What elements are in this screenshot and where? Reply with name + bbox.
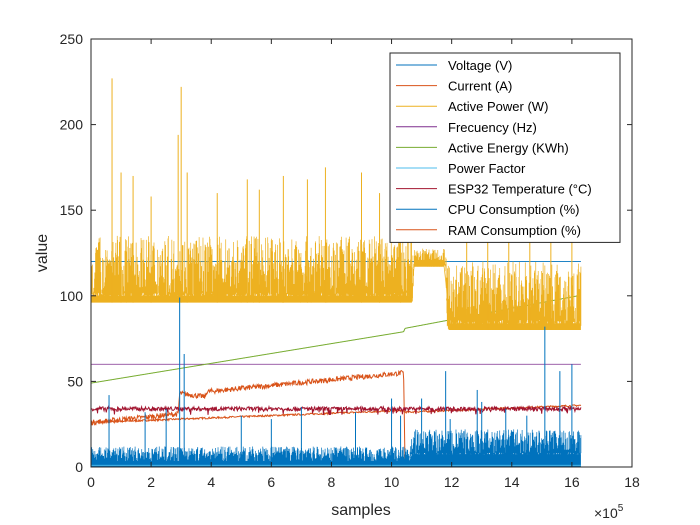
axes-box — [90, 38, 633, 468]
y-axis-label: value — [34, 234, 51, 272]
x-tick-label: 2 — [147, 474, 155, 490]
x-tick-label: 0 — [87, 474, 95, 490]
x-exponent-base: ×10 — [594, 505, 618, 521]
y-tick-label: 250 — [60, 31, 84, 47]
series-layer — [91, 78, 582, 467]
y-axis: 0 50 100 150 200 250 — [60, 31, 632, 475]
y-tick-label: 0 — [75, 459, 83, 475]
legend-label: Active Energy (KWh) — [448, 140, 569, 155]
legend-label: Active Power (W) — [448, 99, 548, 114]
y-tick-label: 50 — [67, 373, 83, 389]
x-tick-label: 10 — [384, 474, 400, 490]
legend-label: Current (A) — [448, 79, 512, 94]
x-exponent-power: 5 — [618, 503, 624, 514]
legend-label: RAM Consumption (%) — [448, 223, 581, 238]
y-tick-label: 150 — [60, 202, 84, 218]
series-esp32-temperature-c — [91, 404, 582, 416]
x-tick-label: 16 — [564, 474, 580, 490]
legend-label: Voltage (V) — [448, 58, 512, 73]
x-tick-label: 8 — [328, 474, 336, 490]
series-esp32-temperature-c-line — [91, 404, 582, 416]
legend-label: CPU Consumption (%) — [448, 202, 580, 217]
x-tick-label: 18 — [624, 474, 640, 490]
legend-label: ESP32 Temperature (°C) — [448, 182, 592, 197]
series-cpu-consumption — [91, 297, 582, 467]
legend-label: Power Factor — [448, 161, 526, 176]
x-tick-label: 4 — [207, 474, 215, 490]
x-axis: 0 2 4 6 8 10 12 14 16 18 — [87, 39, 640, 490]
x-tick-label: 14 — [504, 474, 520, 490]
y-tick-label: 200 — [60, 117, 84, 133]
series-cpu-consumption-base — [91, 454, 581, 467]
legend: Voltage (V) Current (A) Active Power (W) Fr… — [389, 52, 621, 243]
x-tick-label: 6 — [267, 474, 275, 490]
y-tick-label: 100 — [60, 288, 84, 304]
x-exponent-label: ×105 — [594, 503, 624, 521]
legend-label: Frecuency (Hz) — [448, 120, 537, 135]
x-axis-label: samples — [331, 502, 391, 519]
x-tick-label: 12 — [444, 474, 460, 490]
